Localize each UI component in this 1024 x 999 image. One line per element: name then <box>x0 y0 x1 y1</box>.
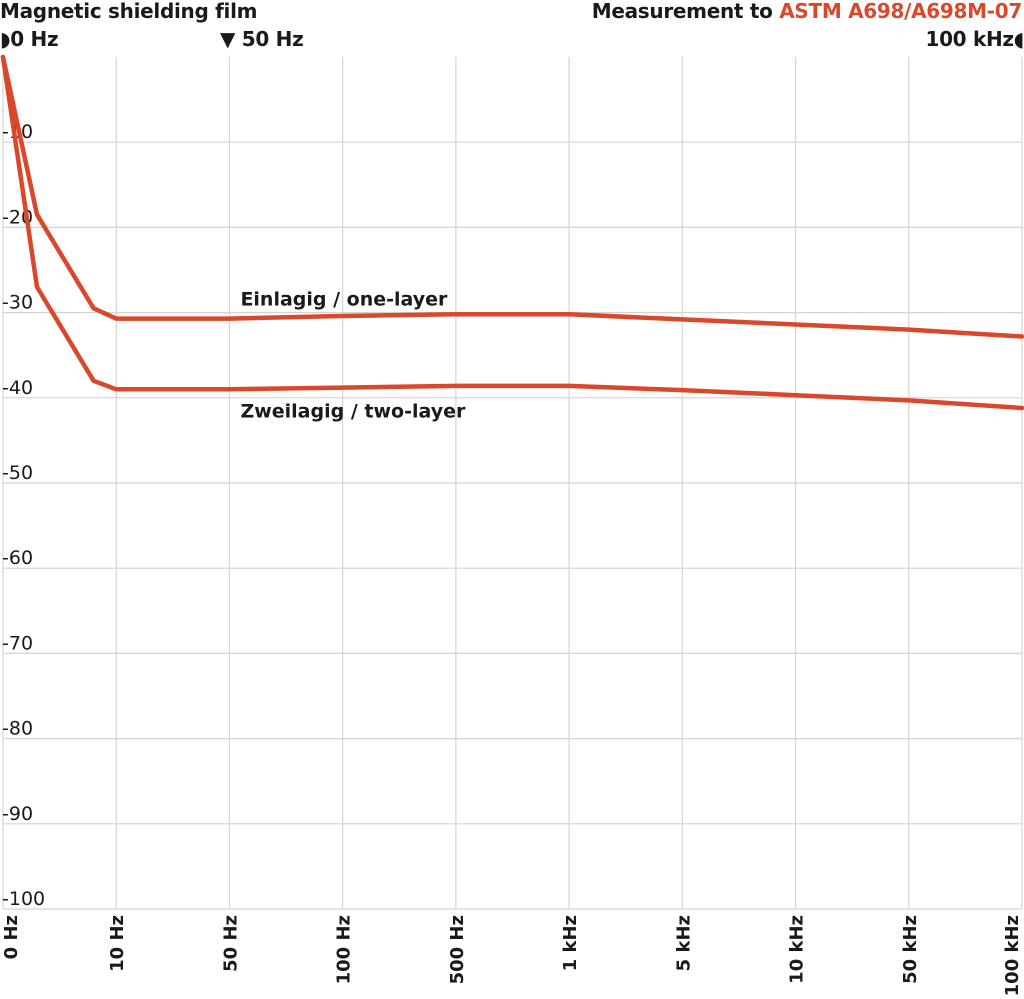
marker-50hz-label: 50 Hz <box>241 27 304 51</box>
y-tick-label: -70 <box>2 632 33 654</box>
series-line-two-layer <box>0 54 1024 411</box>
y-tick-label: -40 <box>2 377 33 399</box>
standard-note: Measurement to ASTM A698/A698M-07 <box>591 0 1023 23</box>
x-tick-label: 100 Hz <box>334 915 355 984</box>
x-tick-label: 0 Hz <box>1 915 22 959</box>
chart-title: Magnetic shielding film <box>0 0 258 23</box>
standard-name: ASTM A698/A698M-07 <box>779 0 1022 23</box>
y-tick-label: -60 <box>2 547 33 569</box>
grid <box>2 57 1023 910</box>
series-labels: Einlagig / one-layer Zweilagig / two-laye… <box>240 289 466 423</box>
x-tick-label: 50 kHz <box>900 915 921 984</box>
series-line-one-layer <box>0 54 1024 339</box>
x-tick-label: 50 Hz <box>220 915 241 972</box>
y-tick-label: -100 <box>2 888 45 910</box>
marker-end: 100 kHz◖ <box>925 28 1024 50</box>
series-lines <box>0 54 1024 411</box>
marker-start: ◗0 Hz <box>0 27 59 51</box>
series-label-one-layer: Einlagig / one-layer <box>240 289 448 311</box>
x-tick-label: 5 kHz <box>673 915 694 971</box>
y-tick-label: -90 <box>2 803 33 825</box>
marker-end-label: 100 kHz <box>925 27 1014 51</box>
series-label-two-layer: Zweilagig / two-layer <box>240 400 466 422</box>
x-tick-label: 500 Hz <box>447 915 468 984</box>
x-tick-label: 1 kHz <box>560 915 581 971</box>
x-tick-label: 10 Hz <box>107 915 128 972</box>
y-tick-label: -30 <box>2 292 33 314</box>
triangle-down-icon: ▼ <box>220 27 242 51</box>
x-tick-label: 100 kHz <box>1002 915 1023 996</box>
y-tick-label: -50 <box>2 462 33 484</box>
marker-start-label: 0 Hz <box>10 27 59 51</box>
y-axis-ticks: -10-20-30-40-50-60-70-80-90-100 <box>2 121 45 910</box>
y-tick-label: -80 <box>2 718 33 740</box>
standard-prefix: Measurement to <box>591 0 773 23</box>
marker-50hz: ▼ 50 Hz <box>220 27 304 51</box>
triangle-right-icon: ◗ <box>0 27 11 51</box>
x-tick-label: 10 kHz <box>787 915 808 984</box>
x-axis-ticks: 0 Hz 10 Hz 50 Hz 100 Hz 500 Hz 1 kHz 5 kHz 10 k… <box>1 915 1023 996</box>
triangle-left-icon: ◖ <box>1013 27 1024 51</box>
